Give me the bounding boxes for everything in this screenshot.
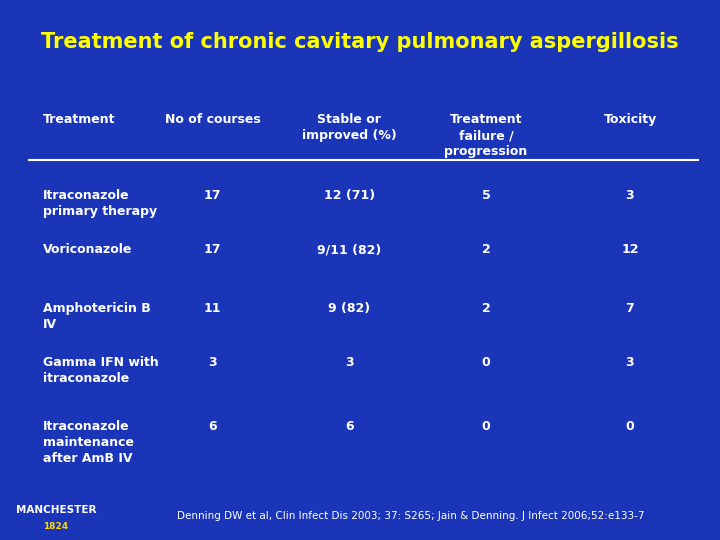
Text: 3: 3	[626, 356, 634, 369]
Text: 11: 11	[204, 302, 221, 315]
Text: Denning DW et al, Clin Infect Dis 2003; 37: S265; Jain & Denning. J Infect 2006;: Denning DW et al, Clin Infect Dis 2003; …	[176, 511, 644, 521]
Text: 17: 17	[204, 243, 221, 256]
Text: 5: 5	[482, 189, 490, 202]
Text: MANCHESTER: MANCHESTER	[16, 505, 96, 515]
Text: 0: 0	[482, 356, 490, 369]
Text: Itraconazole
maintenance
after AmB IV: Itraconazole maintenance after AmB IV	[43, 420, 134, 465]
Text: Gamma IFN with
itraconazole: Gamma IFN with itraconazole	[43, 356, 159, 385]
Text: Treatment of chronic cavitary pulmonary aspergillosis: Treatment of chronic cavitary pulmonary …	[41, 32, 679, 52]
Text: 9/11 (82): 9/11 (82)	[317, 243, 382, 256]
Text: Toxicity: Toxicity	[603, 113, 657, 126]
Text: Itraconazole
primary therapy: Itraconazole primary therapy	[43, 189, 158, 218]
Text: Amphotericin B
IV: Amphotericin B IV	[43, 302, 151, 331]
Text: 12: 12	[621, 243, 639, 256]
Text: Stable or
improved (%): Stable or improved (%)	[302, 113, 397, 142]
Text: 9 (82): 9 (82)	[328, 302, 370, 315]
Text: Treatment: Treatment	[43, 113, 116, 126]
Text: 6: 6	[345, 420, 354, 433]
Text: Treatment
failure /
progression: Treatment failure / progression	[444, 113, 528, 158]
Text: 2: 2	[482, 243, 490, 256]
Text: 7: 7	[626, 302, 634, 315]
Text: 12 (71): 12 (71)	[323, 189, 375, 202]
Text: 17: 17	[204, 189, 221, 202]
Text: 6: 6	[208, 420, 217, 433]
Text: No of courses: No of courses	[165, 113, 260, 126]
Text: 0: 0	[626, 420, 634, 433]
Text: 3: 3	[208, 356, 217, 369]
Text: 3: 3	[345, 356, 354, 369]
Text: 0: 0	[482, 420, 490, 433]
Text: 2: 2	[482, 302, 490, 315]
Text: Voriconazole: Voriconazole	[43, 243, 132, 256]
Text: 3: 3	[626, 189, 634, 202]
Text: 1824: 1824	[43, 522, 68, 531]
